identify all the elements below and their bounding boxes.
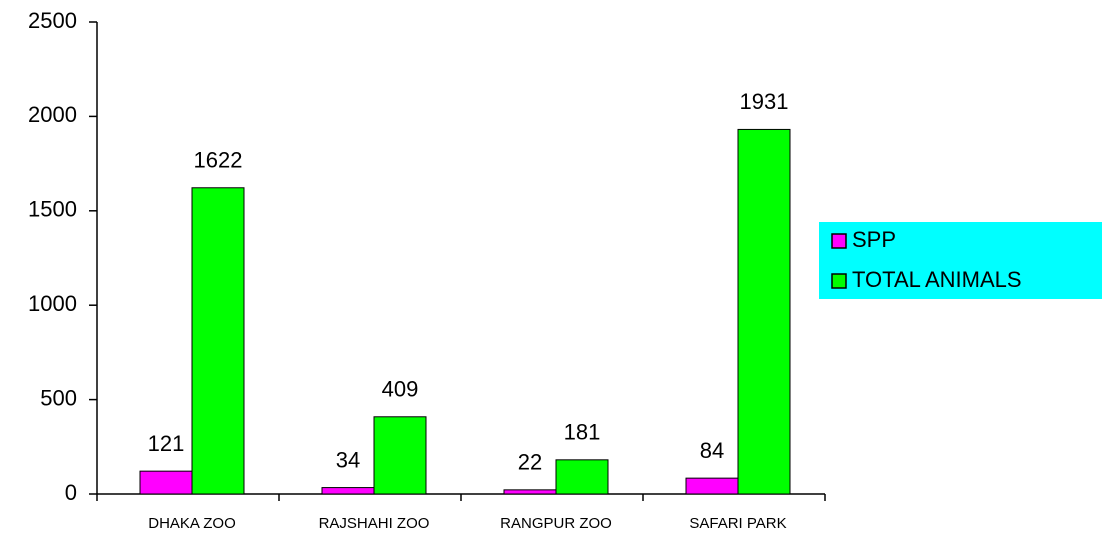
x-tick-label: DHAKA ZOO	[148, 515, 236, 532]
bar	[737, 128, 791, 495]
x-tick-label: SAFARI PARK	[689, 515, 786, 532]
bar	[503, 489, 557, 495]
bar	[685, 477, 739, 495]
y-tick-label: 1500	[28, 197, 77, 222]
bar	[373, 416, 427, 495]
data-label: 1931	[740, 89, 789, 114]
data-label: 181	[564, 420, 601, 445]
bar	[321, 487, 375, 495]
x-tick-label: RAJSHAHI ZOO	[319, 515, 430, 532]
data-label: 1622	[194, 148, 243, 173]
y-tick-label: 2000	[28, 102, 77, 127]
legend-label: TOTAL ANIMALS	[852, 267, 1022, 292]
data-label: 409	[382, 377, 419, 402]
data-label: 84	[700, 438, 724, 463]
bar	[555, 459, 609, 495]
data-label: 22	[518, 450, 542, 475]
legend-box	[819, 222, 1102, 299]
y-tick-label: 1000	[28, 291, 77, 316]
y-tick-label: 500	[40, 385, 77, 410]
bar	[139, 470, 193, 495]
x-tick-label: RANGPUR ZOO	[500, 515, 612, 532]
bar	[191, 187, 245, 495]
data-label: 121	[148, 431, 185, 456]
data-label: 34	[336, 447, 360, 472]
y-tick-label: 2500	[28, 8, 77, 33]
y-tick-label: 0	[65, 480, 77, 505]
legend-swatch	[831, 273, 847, 289]
legend-label: SPP	[852, 227, 896, 252]
legend-swatch	[831, 233, 847, 249]
